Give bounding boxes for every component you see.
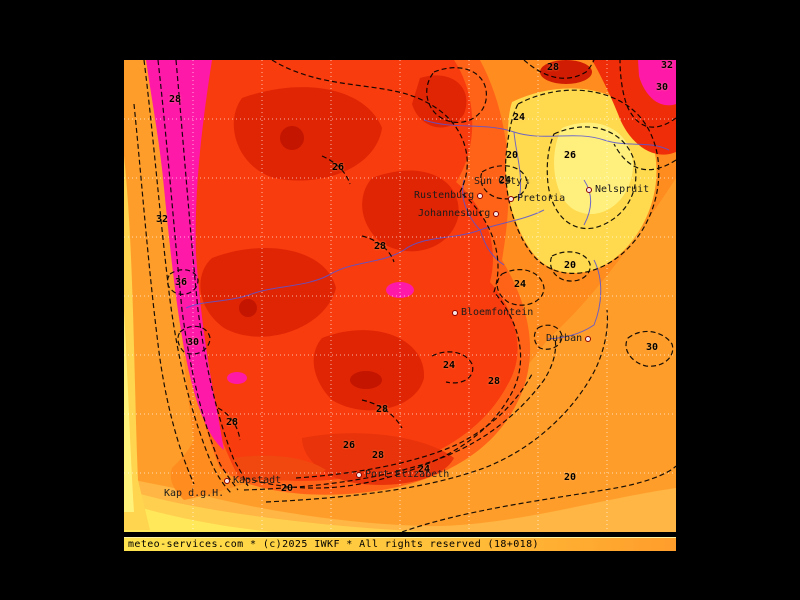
city-label-pretoria: Pretoria	[508, 194, 565, 204]
contour-label-24: 24	[512, 112, 526, 123]
contour-label-26: 26	[563, 150, 577, 161]
city-marker-dot	[356, 472, 362, 478]
contour-label-20: 20	[563, 472, 577, 483]
city-name: Sun City	[474, 176, 523, 187]
temperature-map: 28 28 30 32 24 20 26 24 26 32 28 20 36 24 30 30 24 28 28 28…	[124, 60, 676, 532]
city-label-nelspruit: Nelspruit	[586, 185, 649, 195]
down-arrow-icon: ↓	[525, 176, 531, 187]
city-label-port-elizabeth: Port Elizabeth	[356, 470, 449, 480]
city-marker-dot	[586, 187, 592, 193]
attribution-bar: meteo-services.com * (c)2025 IWKF * All …	[124, 537, 676, 551]
city-label-durban: Durban	[546, 333, 592, 344]
temperature-field	[124, 60, 676, 532]
city-marker-dot	[452, 310, 458, 316]
contour-label-28: 28	[225, 417, 239, 428]
contour-label-24: 24	[513, 279, 527, 290]
contour-label-20: 20	[505, 150, 519, 161]
contour-label-20: 20	[563, 260, 577, 271]
city-label-kap-d-g-h: Kap d.g.H.	[164, 489, 224, 499]
contour-label-36: 36	[174, 277, 188, 288]
city-name: Port Elizabeth	[365, 469, 450, 480]
city-name: Johannesburg	[418, 208, 491, 219]
contour-label-28: 28	[373, 241, 387, 252]
contour-label-30: 30	[186, 337, 200, 348]
contour-label-32: 32	[660, 60, 674, 71]
contour-label-24: 24	[417, 464, 431, 475]
contour-label-30: 30	[655, 82, 669, 93]
contour-label-20: 20	[280, 483, 294, 494]
attribution-text: meteo-services.com * (c)2025 IWKF * All …	[128, 538, 539, 550]
city-name: Durban	[546, 333, 583, 344]
contour-label-26: 26	[331, 162, 345, 173]
city-name: Nelspruit	[595, 184, 650, 195]
city-name: Kapstadt	[233, 475, 282, 486]
city-label-sun-city: Sun City ↓	[474, 177, 531, 187]
city-marker-dot	[508, 196, 514, 202]
city-marker-dot	[493, 211, 500, 217]
city-name: Kap d.g.H.	[164, 488, 225, 499]
isotherm-contours	[133, 60, 676, 532]
map-labels-layer: 28 28 30 32 24 20 26 24 26 32 28 20 36 24 30 30 24 28 28 28…	[124, 60, 676, 532]
contour-label-28: 28	[168, 94, 182, 105]
contour-label-26: 26	[342, 440, 356, 451]
city-name: Bloemfontein	[461, 307, 534, 318]
contour-label-24: 24	[498, 175, 512, 186]
contour-label-32: 32	[155, 214, 169, 225]
contour-label-24: 24	[442, 360, 456, 371]
contour-label-28: 28	[371, 450, 385, 461]
contour-label-28: 28	[487, 376, 501, 387]
contour-label-28: 28	[375, 404, 389, 415]
city-marker-dot	[477, 193, 484, 199]
city-marker-dot	[585, 336, 592, 342]
city-label-kapstadt: Kapstadt	[224, 476, 281, 486]
rivers	[185, 119, 670, 340]
city-label-rustenburg: Rustenburg	[414, 190, 484, 201]
city-label-johannesburg: Johannesburg	[418, 208, 500, 219]
city-marker-dot	[224, 478, 230, 484]
contour-label-28: 28	[546, 62, 560, 73]
city-name: Rustenburg	[414, 190, 475, 201]
contour-label-30: 30	[645, 342, 659, 353]
city-name: Pretoria	[517, 193, 566, 204]
city-label-bloemfontein: Bloemfontein	[452, 308, 533, 318]
